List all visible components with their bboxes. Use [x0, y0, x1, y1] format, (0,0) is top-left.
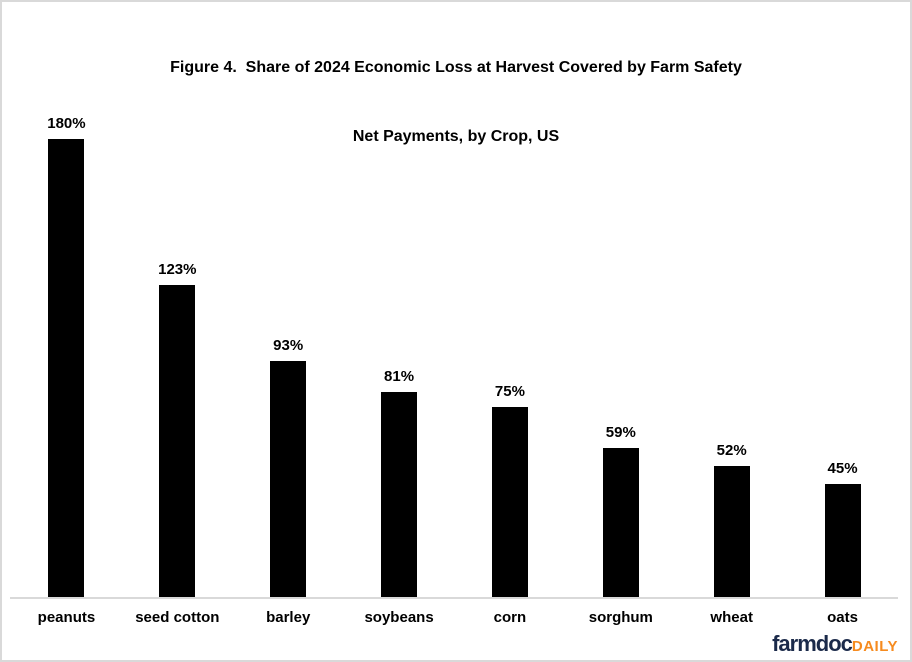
bar-value-label: 81% — [384, 368, 415, 385]
bar-value-label: 59% — [605, 424, 636, 441]
bar-column: 123% seed cotton — [122, 102, 233, 626]
farmdoc-daily-logo: farmdoc DAILY — [772, 631, 898, 657]
bar-value-label: 45% — [827, 460, 858, 477]
chart-title-line1: Figure 4. Share of 2024 Economic Loss at… — [170, 59, 742, 76]
x-axis-label: oats — [827, 609, 858, 626]
bar — [824, 484, 861, 599]
bar-column: 45% oats — [787, 102, 898, 626]
bar — [491, 407, 528, 599]
bar-column: 180% peanuts — [11, 102, 122, 626]
bar-column: 75% corn — [455, 102, 566, 626]
x-axis-label: barley — [266, 609, 311, 626]
bar-column: 93% barley — [233, 102, 344, 626]
x-axis-line — [10, 597, 898, 599]
x-axis-label: peanuts — [37, 609, 96, 626]
farmdoc-logo-text: farmdoc — [772, 631, 853, 656]
bar-value-label: 123% — [158, 261, 197, 278]
bar-chart: 180% peanuts 123% seed cotton 93% barley 81% so… — [11, 102, 898, 626]
chart-title-line2: Net Payments, by Crop, US — [352, 128, 560, 145]
bar — [270, 361, 307, 599]
x-axis-label: wheat — [710, 609, 753, 626]
bar-value-label: 52% — [716, 442, 747, 459]
daily-logo-text: DAILY — [851, 638, 898, 655]
bar — [381, 392, 418, 599]
bar-column: 81% soybeans — [344, 102, 455, 626]
bar-value-label: 93% — [273, 337, 304, 354]
x-axis-label: seed cotton — [135, 609, 220, 626]
bar-column: 52% wheat — [676, 102, 787, 626]
bar — [159, 285, 196, 599]
x-axis-label: sorghum — [588, 609, 653, 626]
bar-value-label: 75% — [494, 383, 525, 400]
bar — [602, 448, 639, 599]
bar — [713, 466, 750, 599]
x-axis-label: soybeans — [364, 609, 434, 626]
x-axis-label: corn — [493, 609, 527, 626]
chart-title: Figure 4. Share of 2024 Economic Loss at… — [2, 10, 910, 194]
bar-value-label: 180% — [47, 115, 86, 132]
bar-column: 59% sorghum — [565, 102, 676, 626]
bar — [48, 139, 85, 599]
